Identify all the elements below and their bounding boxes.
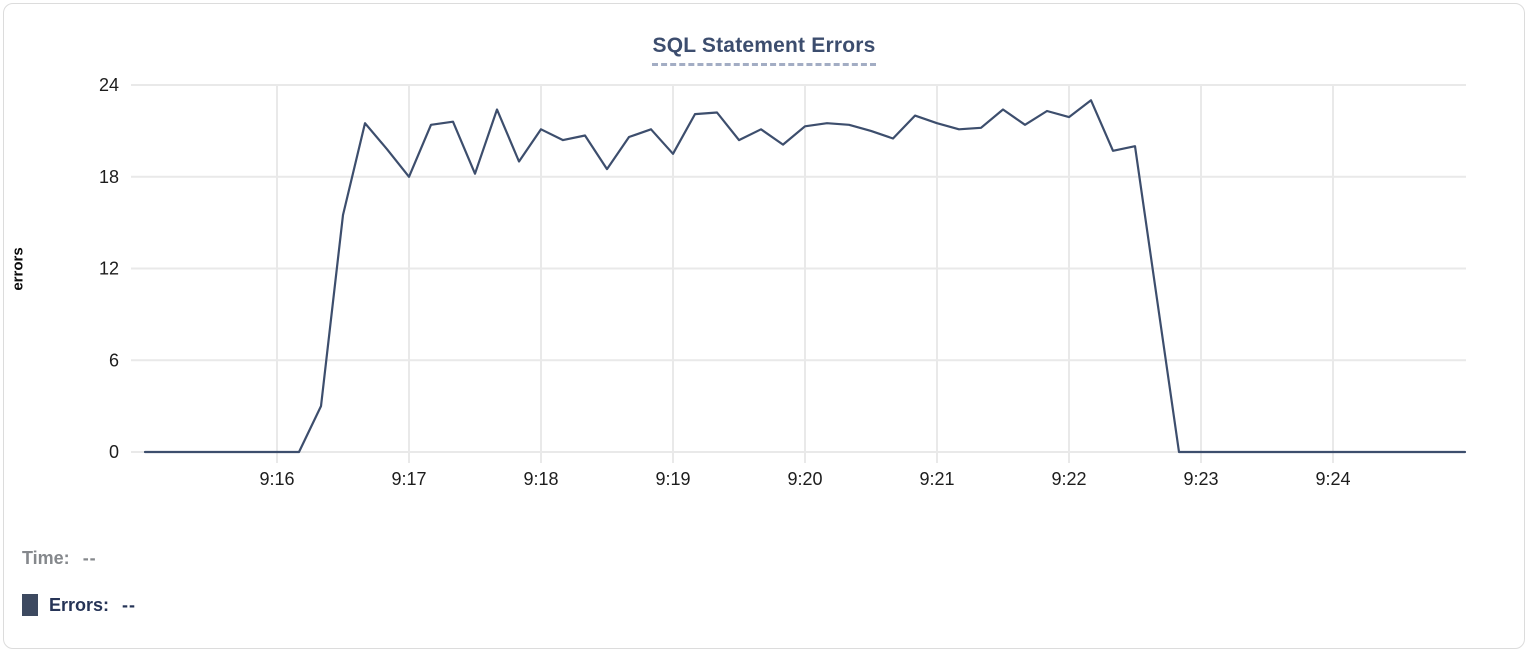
errors-series-line[interactable] bbox=[143, 99, 1467, 454]
legend-time-label: Time: bbox=[22, 548, 70, 568]
legend-errors-label: Errors: bbox=[49, 594, 110, 615]
x-tick-label: 9:20 bbox=[787, 469, 822, 489]
x-tick-label: 9:16 bbox=[259, 469, 294, 489]
errors-series-swatch bbox=[22, 594, 38, 616]
legend-time-row: Time: -- bbox=[22, 548, 97, 569]
y-tick-label: 18 bbox=[99, 167, 119, 187]
chart-header: SQL Statement Errors bbox=[4, 34, 1524, 66]
x-tick-label: 9:18 bbox=[523, 469, 558, 489]
x-tick-label: 9:19 bbox=[655, 469, 690, 489]
errors-line-chart[interactable]: 0 6 12 18 24 9:16 9:17 9:18 9:19 9:20 9:21 9:22 9:23… bbox=[4, 4, 1524, 648]
chart-title[interactable]: SQL Statement Errors bbox=[652, 34, 876, 66]
y-tick-label: 6 bbox=[109, 350, 119, 370]
x-tick-label: 9:23 bbox=[1183, 469, 1218, 489]
legend-errors-value: -- bbox=[122, 594, 137, 615]
x-tick-label: 9:21 bbox=[919, 469, 954, 489]
chart-card: SQL Statement Errors errors 0 6 12 18 24 9:16… bbox=[3, 3, 1525, 649]
x-tick-label: 9:22 bbox=[1051, 469, 1086, 489]
y-tick-label: 12 bbox=[99, 259, 119, 279]
legend-errors-row: Errors: -- bbox=[22, 594, 136, 616]
x-tick-label: 9:24 bbox=[1315, 469, 1350, 489]
x-tick-label: 9:17 bbox=[391, 469, 426, 489]
y-tick-label: 0 bbox=[109, 442, 119, 462]
y-tick-label: 24 bbox=[99, 75, 119, 95]
legend-time-value: -- bbox=[82, 548, 97, 568]
